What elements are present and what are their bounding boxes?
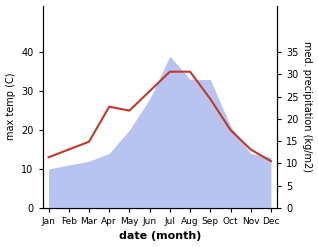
- Y-axis label: med. precipitation (kg/m2): med. precipitation (kg/m2): [302, 41, 313, 172]
- Y-axis label: max temp (C): max temp (C): [5, 73, 16, 141]
- X-axis label: date (month): date (month): [119, 231, 201, 242]
